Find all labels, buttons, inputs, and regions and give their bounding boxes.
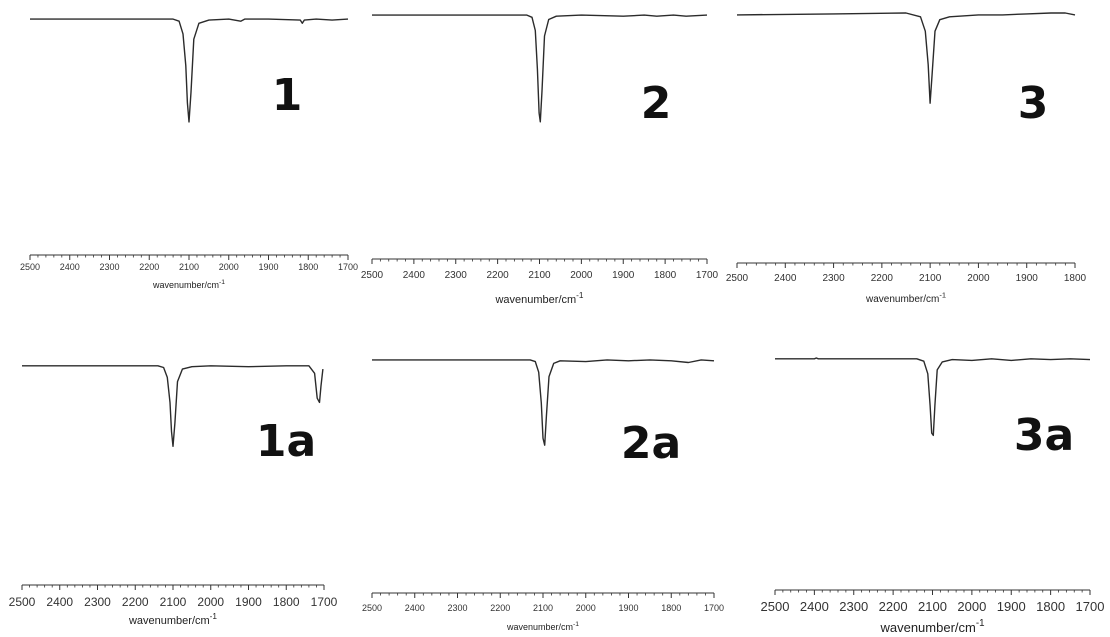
spectrum-panel-1a: 2500 2400 2300 2200 2100 2000 1900 1800 1700 wave…: [9, 365, 338, 627]
x-tick-label: 1800: [1064, 273, 1087, 284]
x-tick-label: 2400: [46, 595, 73, 609]
x-axis-label: wavenumber/cm-1: [152, 279, 225, 290]
x-tick-label: 2400: [60, 262, 80, 272]
x-tick-label: 1900: [1016, 273, 1039, 284]
spectrum-line-1a: [22, 365, 324, 447]
spectrum-line-1: [30, 18, 349, 123]
x-tick-label: 2200: [122, 595, 149, 609]
spectrum-panel-3a: 2500 2400 2300 2200 2100 2000 1900 1800 1700 wave…: [761, 357, 1105, 635]
x-tick-label: 2300: [447, 603, 467, 613]
spectrum-panel-1: 2500 2400 2300 2200 2100 2000 1900 1800 1700 wave…: [20, 18, 358, 290]
x-tick-label: 1800: [298, 262, 318, 272]
x-tick-label: 2100: [533, 603, 553, 613]
x-tick-label: 2500: [726, 273, 749, 284]
x-tick-label: 2200: [871, 273, 894, 284]
x-tick-label: 2200: [490, 603, 510, 613]
x-tick-label: 2500: [362, 603, 382, 613]
x-tick-label: 2300: [84, 595, 111, 609]
x-tick-label: 1900: [612, 270, 635, 281]
x-tick-label: 2300: [99, 262, 119, 272]
x-tick-label: 2500: [9, 595, 36, 609]
spectrum-line-2a: [372, 359, 715, 446]
x-tick-label: 1800: [661, 603, 681, 613]
x-tick-label: 1800: [1036, 599, 1065, 614]
x-tick-label: 2300: [822, 273, 845, 284]
x-tick-label: 1800: [273, 595, 300, 609]
x-tick-label: 2500: [361, 270, 384, 281]
x-tick-label: 1700: [1076, 599, 1105, 614]
spectrum-panel-2a: 2500 2400 2300 2200 2100 2000 1900 1800 1700 wave…: [362, 359, 724, 632]
x-tick-label: 2100: [918, 599, 947, 614]
x-tick-label: 1700: [704, 603, 724, 613]
x-axis-label: wavenumber/cm-1: [128, 612, 217, 627]
x-tick-label: 2200: [879, 599, 908, 614]
x-tick-label: 2300: [839, 599, 868, 614]
spectrum-line-3a: [775, 357, 1091, 437]
x-tick-label: 2100: [179, 262, 199, 272]
x-tick-label: 2000: [576, 603, 596, 613]
x-tick-label: 2400: [774, 273, 797, 284]
x-tick-label: 1900: [618, 603, 638, 613]
x-tick-label: 2500: [761, 599, 790, 614]
spectrum-line-2: [372, 14, 708, 123]
x-tick-label: 2400: [405, 603, 425, 613]
x-tick-label: 2100: [528, 270, 551, 281]
x-tick-label: 2000: [197, 595, 224, 609]
x-tick-label: 1800: [654, 270, 677, 281]
spectrum-panel-3: 2500 2400 2300 2200 2100 2000 1900 1800 wavenumb…: [726, 12, 1087, 306]
x-tick-label: 2100: [919, 273, 942, 284]
x-tick-label: 2200: [139, 262, 159, 272]
x-tick-label: 2300: [445, 270, 468, 281]
x-tick-label: 1700: [311, 595, 338, 609]
x-tick-label: 2100: [160, 595, 187, 609]
spectrum-line-3: [736, 12, 1076, 104]
x-tick-label: 2000: [967, 273, 990, 284]
x-tick-label: 2000: [219, 262, 239, 272]
panel-label: 1: [272, 70, 303, 121]
panel-label: 2a: [621, 418, 681, 469]
x-tick-label: 1700: [696, 270, 719, 281]
x-tick-label: 2400: [800, 599, 829, 614]
panel-label: 3: [1018, 78, 1049, 129]
panel-label: 1a: [256, 416, 316, 467]
x-tick-label: 1900: [258, 262, 278, 272]
x-axis-label: wavenumber/cm-1: [865, 291, 946, 306]
x-tick-label: 2000: [957, 599, 986, 614]
x-axis-label: wavenumber/cm-1: [506, 621, 579, 632]
panel-label: 2: [641, 78, 672, 129]
x-tick-label: 1900: [997, 599, 1026, 614]
x-axis-label: wavenumber/cm-1: [494, 291, 583, 306]
x-tick-label: 2200: [487, 270, 510, 281]
x-tick-label: 1900: [235, 595, 262, 609]
x-tick-label: 1700: [338, 262, 358, 272]
spectrum-panel-2: 2500 2400 2300 2200 2100 2000 1900 1800 1700 wave…: [361, 14, 719, 306]
x-axis-label: wavenumber/cm-1: [879, 618, 984, 635]
x-tick-label: 2000: [570, 270, 593, 281]
x-tick-label: 2400: [403, 270, 426, 281]
panel-label: 3a: [1014, 410, 1074, 461]
x-tick-label: 2500: [20, 262, 40, 272]
